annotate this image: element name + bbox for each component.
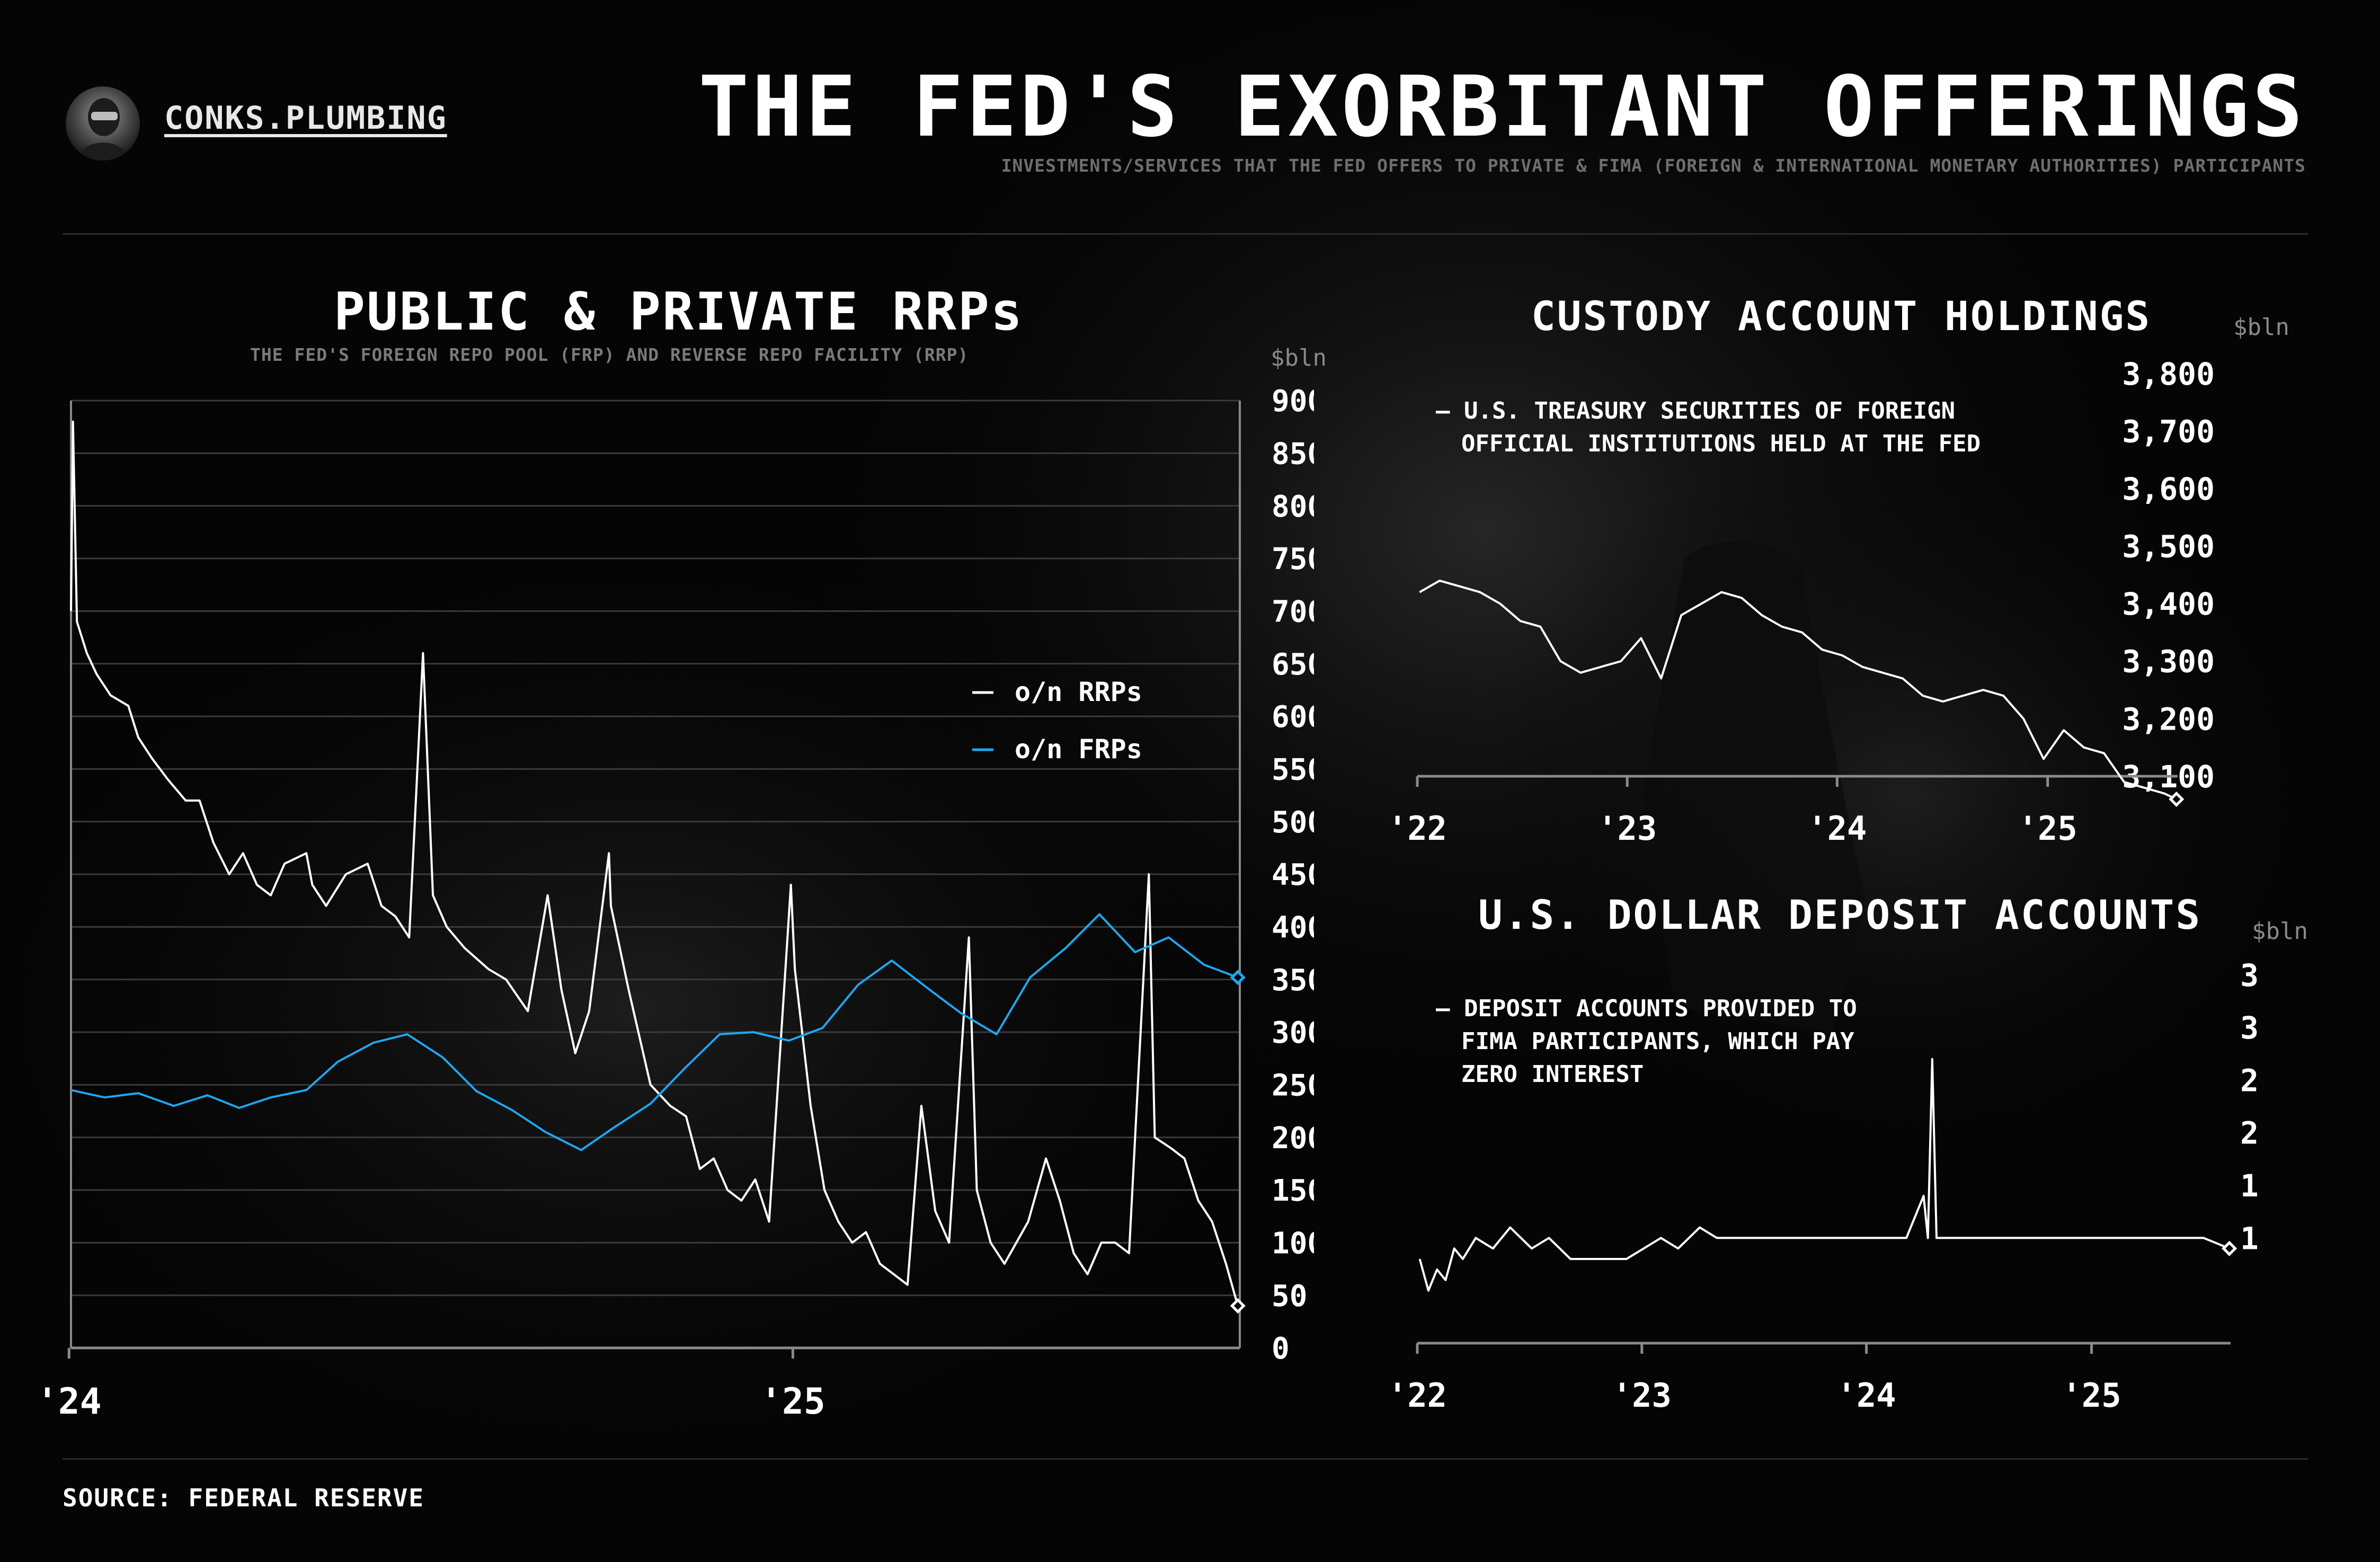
page-subtitle: INVESTMENTS/SERVICES THAT THE FED OFFERS…: [1001, 155, 2306, 176]
y-tick-label: 400: [1272, 910, 1314, 945]
x-tick-label: '23: [1597, 809, 1657, 848]
legend-label: o/n RRPs: [1015, 677, 1142, 707]
x-tick-label: '24: [37, 1381, 102, 1420]
chart-annotation: — DEPOSIT ACCOUNTS PROVIDED TO: [1436, 995, 1857, 1022]
x-tick-label: '25: [2062, 1376, 2121, 1415]
y-tick-label: 150: [1272, 1174, 1314, 1208]
y-tick-label: 100: [1272, 1226, 1314, 1261]
y-tick-label: 30: [2240, 1010, 2257, 1046]
series-line: [70, 913, 1239, 1151]
header-divider: [63, 233, 2308, 235]
y-tick-label: 800: [1272, 490, 1314, 524]
y-tick-label: 3,200: [2122, 701, 2215, 737]
deposits-unit-label: $bln: [2252, 918, 2308, 945]
rrp-chart: 9008508007507006506005505004504003503002…: [37, 384, 1314, 1420]
y-tick-label: 3,500: [2122, 529, 2215, 565]
x-tick-label: '22: [1388, 1376, 1447, 1415]
rrp-chart-subtitle: THE FED'S FOREIGN REPO POOL (FRP) AND RE…: [250, 344, 969, 365]
y-tick-label: 25: [2240, 1062, 2257, 1098]
footer-divider: [63, 1458, 2308, 1460]
x-tick-label: '24: [1837, 1376, 1896, 1415]
y-tick-label: 300: [1272, 1016, 1314, 1050]
deposits-chart-title: U.S. DOLLAR DEPOSIT ACCOUNTS: [1478, 891, 2202, 938]
y-tick-label: 750: [1272, 542, 1314, 576]
y-tick-label: 3,700: [2122, 413, 2215, 449]
end-marker: [1230, 970, 1246, 986]
end-marker: [2222, 1240, 2237, 1256]
legend-label: o/n FRPs: [1015, 734, 1142, 765]
y-tick-label: 3,600: [2122, 471, 2215, 507]
y-tick-label: 550: [1272, 752, 1314, 787]
y-tick-label: 3,800: [2122, 356, 2215, 392]
x-tick-label: '25: [760, 1381, 825, 1420]
y-tick-label: 3,300: [2122, 644, 2215, 680]
y-tick-label: 500: [1272, 805, 1314, 840]
y-tick-label: 600: [1272, 700, 1314, 734]
y-tick-label: 650: [1272, 647, 1314, 682]
chart-annotation: — U.S. TREASURY SECURITIES OF FOREIGN: [1436, 397, 1955, 424]
y-tick-label: 200: [1272, 1121, 1314, 1156]
y-tick-label: 20: [2240, 1115, 2257, 1151]
series-line: [1418, 1058, 2230, 1292]
y-tick-label: 700: [1272, 594, 1314, 629]
y-tick-label: 15: [2240, 1168, 2257, 1204]
x-tick-label: '23: [1612, 1376, 1672, 1415]
y-tick-label: 0: [1272, 1332, 1290, 1366]
brand-name[interactable]: CONKS.PLUMBING: [164, 100, 447, 137]
source-note: SOURCE: FEDERAL RESERVE: [63, 1484, 424, 1512]
rrp-chart-title: PUBLIC & PRIVATE RRPs: [334, 282, 1024, 342]
rrp-unit-label: $bln: [1271, 344, 1327, 371]
x-tick-label: '25: [2018, 809, 2077, 848]
series-line: [70, 420, 1239, 1307]
y-tick-label: 50: [1272, 1279, 1307, 1314]
end-marker: [2169, 791, 2184, 807]
avatar: [66, 86, 140, 161]
y-tick-label: 450: [1272, 858, 1314, 892]
chart-annotation: ZERO INTEREST: [1461, 1061, 1644, 1088]
custody-unit-label: $bln: [2233, 314, 2289, 341]
x-tick-label: '24: [1807, 809, 1867, 848]
y-tick-label: 350: [1272, 963, 1314, 998]
y-tick-label: 3,400: [2122, 586, 2215, 622]
series-line: [1419, 579, 2177, 801]
y-tick-label: 900: [1272, 384, 1314, 419]
custody-chart: 3,8003,7003,6003,5003,4003,3003,2003,100…: [1388, 356, 2215, 848]
y-tick-label: 35: [2240, 957, 2257, 993]
chart-annotation: OFFICIAL INSTITUTIONS HELD AT THE FED: [1461, 430, 1981, 457]
y-tick-label: 10: [2240, 1220, 2257, 1256]
y-tick-label: 250: [1272, 1068, 1314, 1103]
custody-chart-title: CUSTODY ACCOUNT HOLDINGS: [1531, 292, 2152, 340]
x-tick-label: '22: [1388, 809, 1447, 848]
y-tick-label: 850: [1272, 437, 1314, 471]
end-marker: [1230, 1298, 1246, 1314]
chart-annotation: FIMA PARTICIPANTS, WHICH PAY: [1461, 1028, 1854, 1055]
page-title: THE FED'S EXORBITANT OFFERINGS: [698, 58, 2306, 156]
